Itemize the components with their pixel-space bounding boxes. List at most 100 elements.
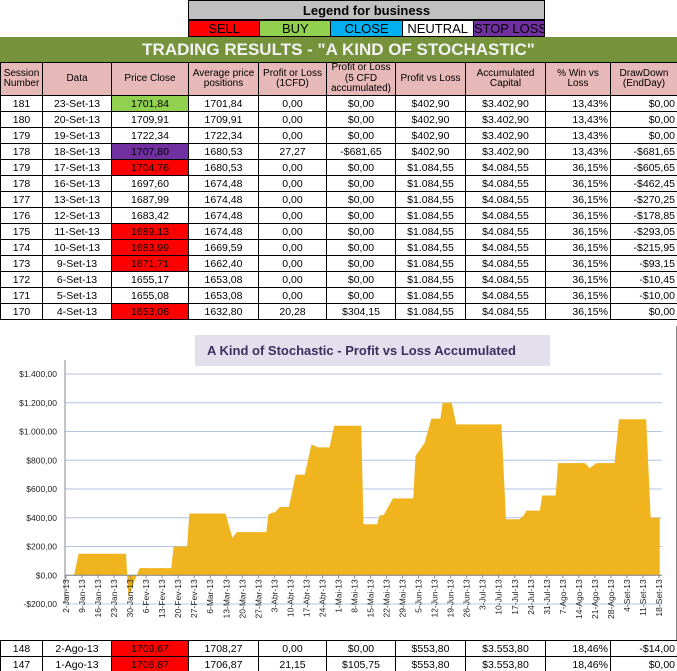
cell-data[interactable]: 4-Set-13 bbox=[42, 303, 112, 320]
cell-session-number[interactable]: 178 bbox=[0, 143, 43, 160]
cell-data[interactable]: 10-Set-13 bbox=[42, 239, 112, 256]
cell-average-price-positions[interactable]: 1662,40 bbox=[188, 255, 259, 272]
cell-average-price-positions[interactable]: 1709,91 bbox=[188, 111, 259, 128]
cell-session-number[interactable]: 178 bbox=[0, 175, 43, 192]
cell--win-vs-loss[interactable]: 13,43% bbox=[545, 111, 611, 128]
cell-profit-or-loss-5-cfd-accumulated[interactable]: $304,15 bbox=[326, 303, 396, 320]
cell-data[interactable]: 17-Set-13 bbox=[42, 159, 112, 176]
cell-profit-or-loss-1cfd[interactable]: 0,00 bbox=[258, 239, 327, 256]
cell-average-price-positions[interactable]: 1722,34 bbox=[188, 127, 259, 144]
cell-profit-or-loss-1cfd[interactable]: 0,00 bbox=[258, 271, 327, 288]
cell-profit-vs-loss[interactable]: $402,90 bbox=[395, 95, 466, 112]
cell-drawdown-endday[interactable]: -$681,65 bbox=[610, 143, 677, 160]
cell-accumulated-capital[interactable]: $3.402,90 bbox=[465, 111, 546, 128]
cell--win-vs-loss[interactable]: 36,15% bbox=[545, 159, 611, 176]
cell-profit-or-loss-1cfd[interactable]: 20,28 bbox=[258, 303, 327, 320]
cell-accumulated-capital[interactable]: $4.084,55 bbox=[465, 303, 546, 320]
cell-data[interactable]: 16-Set-13 bbox=[42, 175, 112, 192]
cell--win-vs-loss[interactable]: 36,15% bbox=[545, 223, 611, 240]
cell-profit-or-loss-1cfd[interactable]: 0,00 bbox=[258, 175, 327, 192]
cell--win-vs-loss[interactable]: 13,43% bbox=[545, 127, 611, 144]
cell-average-price-positions[interactable]: 1674,48 bbox=[188, 175, 259, 192]
cell-session-number[interactable]: 176 bbox=[0, 207, 43, 224]
column-header[interactable]: Average price positions bbox=[188, 62, 259, 96]
cell-profit-vs-loss[interactable]: $1.084,55 bbox=[395, 239, 466, 256]
cell-price-close[interactable]: 1709,91 bbox=[111, 111, 189, 128]
cell-price-close[interactable]: 1689,13 bbox=[111, 223, 189, 240]
cell-average-price-positions[interactable]: 1701,84 bbox=[188, 95, 259, 112]
cell-accumulated-capital[interactable]: $4.084,55 bbox=[465, 207, 546, 224]
cell-data[interactable]: 5-Set-13 bbox=[42, 287, 112, 304]
cell-data[interactable]: 11-Set-13 bbox=[42, 223, 112, 240]
cell-drawdown-endday[interactable]: -$215,95 bbox=[610, 239, 677, 256]
cell-price-close[interactable]: 1655,17 bbox=[111, 271, 189, 288]
cell-session-number[interactable]: 147 bbox=[0, 656, 43, 671]
cell-data[interactable]: 23-Set-13 bbox=[42, 95, 112, 112]
cell-data[interactable]: 6-Set-13 bbox=[42, 271, 112, 288]
cell-profit-or-loss-1cfd[interactable]: 27,27 bbox=[258, 143, 327, 160]
cell-price-close[interactable]: 1706,87 bbox=[111, 656, 189, 671]
cell-profit-or-loss-5-cfd-accumulated[interactable]: $0,00 bbox=[326, 207, 396, 224]
cell-price-close[interactable]: 1704,76 bbox=[111, 159, 189, 176]
cell-price-close[interactable]: 1707,80 bbox=[111, 143, 189, 160]
cell-profit-or-loss-5-cfd-accumulated[interactable]: $0,00 bbox=[326, 159, 396, 176]
cell-drawdown-endday[interactable]: -$462,45 bbox=[610, 175, 677, 192]
cell-drawdown-endday[interactable]: $0,00 bbox=[610, 303, 677, 320]
cell-price-close[interactable]: 1687,99 bbox=[111, 191, 189, 208]
cell-profit-vs-loss[interactable]: $1.084,55 bbox=[395, 287, 466, 304]
cell-session-number[interactable]: 181 bbox=[0, 95, 43, 112]
cell-accumulated-capital[interactable]: $3.402,90 bbox=[465, 127, 546, 144]
cell--win-vs-loss[interactable]: 36,15% bbox=[545, 271, 611, 288]
cell-session-number[interactable]: 177 bbox=[0, 191, 43, 208]
cell-session-number[interactable]: 173 bbox=[0, 255, 43, 272]
cell-profit-vs-loss[interactable]: $1.084,55 bbox=[395, 207, 466, 224]
cell-profit-or-loss-5-cfd-accumulated[interactable]: $0,00 bbox=[326, 640, 396, 657]
cell-session-number[interactable]: 170 bbox=[0, 303, 43, 320]
cell--win-vs-loss[interactable]: 13,43% bbox=[545, 143, 611, 160]
cell-profit-or-loss-1cfd[interactable]: 0,00 bbox=[258, 287, 327, 304]
cell-drawdown-endday[interactable]: -$10,45 bbox=[610, 271, 677, 288]
cell-drawdown-endday[interactable]: -$14,00 bbox=[610, 640, 677, 657]
cell-profit-or-loss-5-cfd-accumulated[interactable]: $0,00 bbox=[326, 287, 396, 304]
cell-profit-or-loss-1cfd[interactable]: 0,00 bbox=[258, 95, 327, 112]
cell--win-vs-loss[interactable]: 36,15% bbox=[545, 191, 611, 208]
cell-data[interactable]: 19-Set-13 bbox=[42, 127, 112, 144]
cell-profit-vs-loss[interactable]: $402,90 bbox=[395, 143, 466, 160]
cell-price-close[interactable]: 1653,08 bbox=[111, 303, 189, 320]
cell-accumulated-capital[interactable]: $4.084,55 bbox=[465, 191, 546, 208]
cell-profit-or-loss-5-cfd-accumulated[interactable]: $0,00 bbox=[326, 175, 396, 192]
cell-session-number[interactable]: 180 bbox=[0, 111, 43, 128]
cell-session-number[interactable]: 179 bbox=[0, 127, 43, 144]
cell--win-vs-loss[interactable]: 36,15% bbox=[545, 255, 611, 272]
cell-profit-or-loss-1cfd[interactable]: 0,00 bbox=[258, 127, 327, 144]
cell-session-number[interactable]: 148 bbox=[0, 640, 43, 657]
cell-average-price-positions[interactable]: 1674,48 bbox=[188, 207, 259, 224]
column-header[interactable]: Session Number bbox=[0, 62, 43, 96]
cell-accumulated-capital[interactable]: $3.553,80 bbox=[465, 656, 546, 671]
column-header[interactable]: Profit or Loss (5 CFD accumulated) bbox=[326, 62, 396, 96]
cell-data[interactable]: 2-Ago-13 bbox=[42, 640, 112, 657]
cell-session-number[interactable]: 175 bbox=[0, 223, 43, 240]
cell-average-price-positions[interactable]: 1632,80 bbox=[188, 303, 259, 320]
cell-average-price-positions[interactable]: 1674,48 bbox=[188, 223, 259, 240]
cell-session-number[interactable]: 174 bbox=[0, 239, 43, 256]
cell-profit-vs-loss[interactable]: $1.084,55 bbox=[395, 271, 466, 288]
cell-profit-or-loss-5-cfd-accumulated[interactable]: $0,00 bbox=[326, 191, 396, 208]
cell-profit-or-loss-1cfd[interactable]: 0,00 bbox=[258, 223, 327, 240]
cell-price-close[interactable]: 1655,08 bbox=[111, 287, 189, 304]
cell-price-close[interactable]: 1697,60 bbox=[111, 175, 189, 192]
cell-data[interactable]: 9-Set-13 bbox=[42, 255, 112, 272]
cell--win-vs-loss[interactable]: 36,15% bbox=[545, 207, 611, 224]
cell-drawdown-endday[interactable]: -$605,65 bbox=[610, 159, 677, 176]
chart-area[interactable]: -$200,00 $0,00 $200,00 $400,00 $600,00 $800,0… bbox=[0, 326, 677, 640]
cell-profit-or-loss-5-cfd-accumulated[interactable]: $0,00 bbox=[326, 271, 396, 288]
cell-price-close[interactable]: 1683,42 bbox=[111, 207, 189, 224]
cell-profit-vs-loss[interactable]: $402,90 bbox=[395, 127, 466, 144]
cell-drawdown-endday[interactable]: -$10,00 bbox=[610, 287, 677, 304]
cell--win-vs-loss[interactable]: 36,15% bbox=[545, 287, 611, 304]
cell--win-vs-loss[interactable]: 13,43% bbox=[545, 95, 611, 112]
cell-profit-vs-loss[interactable]: $553,80 bbox=[395, 656, 466, 671]
cell-data[interactable]: 18-Set-13 bbox=[42, 143, 112, 160]
cell-profit-or-loss-5-cfd-accumulated[interactable]: $0,00 bbox=[326, 127, 396, 144]
cell-accumulated-capital[interactable]: $3.553,80 bbox=[465, 640, 546, 657]
